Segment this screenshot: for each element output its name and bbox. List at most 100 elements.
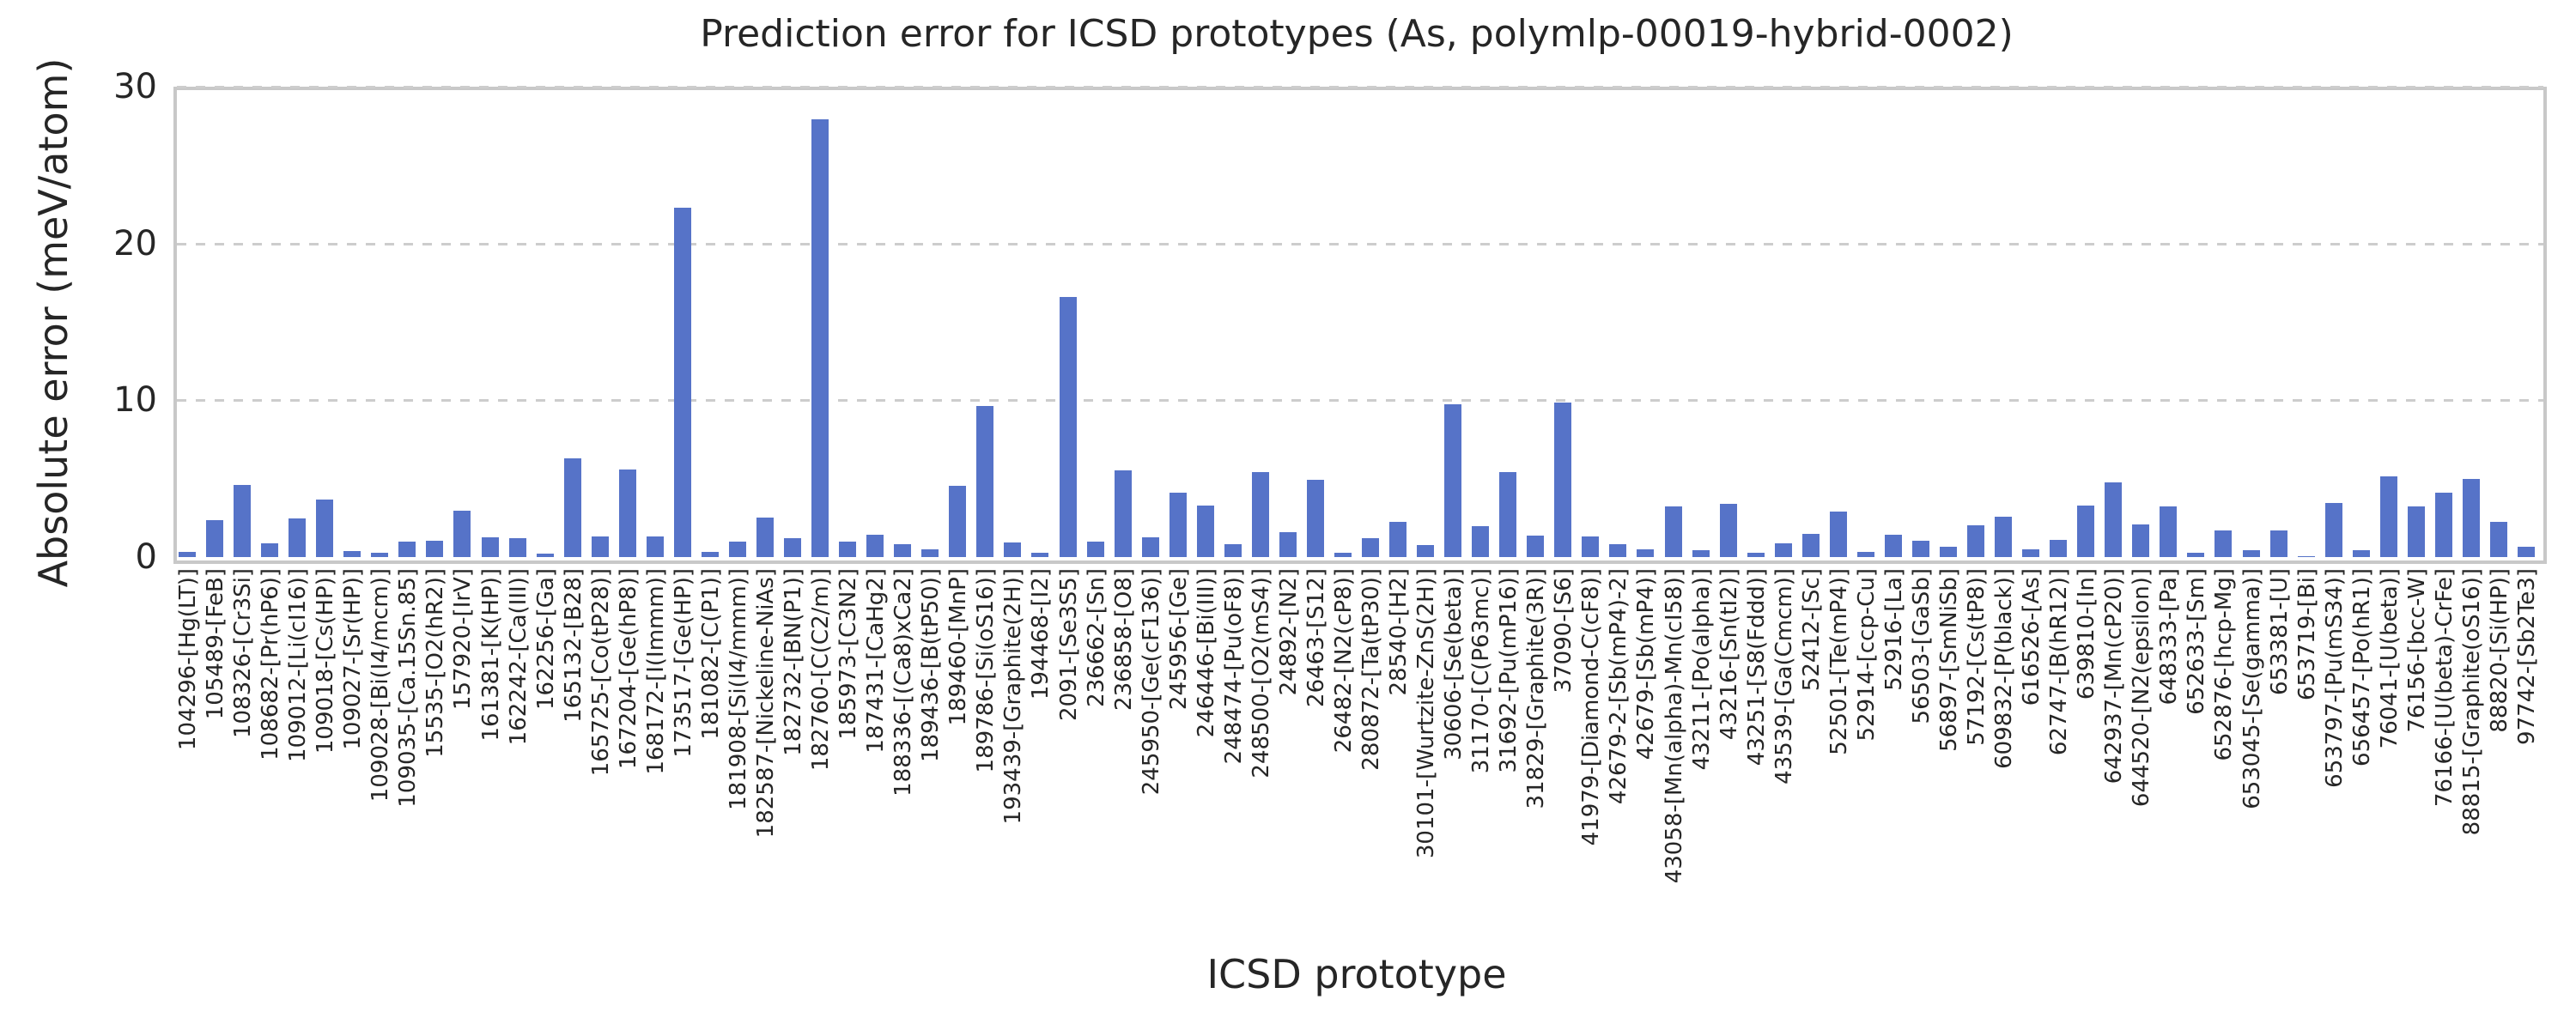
bar <box>206 520 223 557</box>
y-tick-label: 0 <box>135 537 157 577</box>
x-tick-label: 616526-[As] <box>2019 568 2044 706</box>
bar <box>2050 540 2067 557</box>
bar <box>1197 506 1214 557</box>
bar <box>1857 552 1874 557</box>
x-tick-label: 609832-[P(black)] <box>1991 568 2017 769</box>
x-tick-label: 653045-[Se(gamma)] <box>2239 568 2265 809</box>
plot-area <box>173 87 2547 564</box>
bar <box>2132 524 2149 557</box>
bar <box>2325 503 2342 557</box>
x-tick-label: 182760-[C(C2/m)] <box>808 568 834 772</box>
x-tick-label: 43211-[Po(alpha)] <box>1689 568 1715 771</box>
bar <box>2022 549 2039 557</box>
bar <box>1940 547 1957 557</box>
x-tick-label: 43251-[S8(Fddd)] <box>1744 568 1770 766</box>
bar <box>2380 476 2397 557</box>
x-tick-label: 157920-[IrV] <box>450 568 476 711</box>
bar <box>839 542 856 557</box>
bar <box>1912 541 1929 557</box>
x-tick-label: 97742-[Sb2Te3] <box>2514 568 2540 745</box>
x-tick-label: 31829-[Graphite(3R)] <box>1523 568 1549 809</box>
bar <box>976 406 993 557</box>
bar <box>1115 470 1132 557</box>
x-tick-label: 109028-[Bi(I4/mcm)] <box>368 568 393 803</box>
bar <box>234 485 251 557</box>
x-tick-label: 653797-[Pu(mS34)] <box>2322 568 2348 788</box>
bar <box>1499 472 1516 557</box>
bar <box>674 208 691 557</box>
x-tick-label: 189460-[MnP] <box>945 568 971 726</box>
x-tick-label: 30101-[Wurtzite-ZnS(2H)] <box>1413 568 1439 859</box>
bar <box>2408 506 2425 557</box>
bar <box>2463 479 2480 557</box>
x-tick-label: 30606-[Se(beta)] <box>1441 568 1467 760</box>
x-tick-label: 42679-2-[Sb(mP4)-2] <box>1606 568 1631 805</box>
bar <box>1224 544 1242 557</box>
x-tick-label: 189436-[B(tP50)] <box>918 568 944 763</box>
x-tick-label: 52501-[Te(mP4)] <box>1826 568 1852 755</box>
bar <box>2243 550 2260 557</box>
bar <box>811 119 829 557</box>
x-tick-label: 109012-[Li(cI16)] <box>285 568 311 762</box>
x-tick-label: 653719-[Bi] <box>2294 568 2320 700</box>
x-tick-label: 182732-[BN(P1)] <box>781 568 806 756</box>
x-tick-label: 15535-[O2(hR2)] <box>422 568 448 758</box>
bar <box>482 537 499 557</box>
x-tick-label: 109027-[Sr(HP)] <box>340 568 366 750</box>
x-tick-label: 24892-[N2] <box>1276 568 1302 696</box>
bar <box>1417 545 1434 557</box>
x-tick-label: 162242-[Ca(III)] <box>506 568 532 746</box>
bar <box>1775 543 1792 557</box>
x-tick-label: 162256-[Ga] <box>533 568 559 711</box>
x-tick-label: 43216-[Sn(tI2)] <box>1716 568 1742 741</box>
y-tick-label: 30 <box>113 67 157 106</box>
bar <box>1307 480 1324 557</box>
gridline-y-20 <box>177 242 2543 245</box>
bar <box>564 458 581 557</box>
bar <box>1170 493 1187 557</box>
bar <box>2215 530 2232 557</box>
bar <box>1885 535 1902 557</box>
bar <box>2270 530 2287 557</box>
x-tick-label: 652876-[hcp-Mg] <box>2211 568 2237 761</box>
bar <box>1279 532 1297 557</box>
bar <box>1665 506 1682 557</box>
x-tick-label: 41979-[Diamond-C(cF8)] <box>1578 568 1604 846</box>
bar <box>1637 549 1654 557</box>
bar <box>1554 403 1571 557</box>
bar <box>1802 534 1820 557</box>
x-tick-label: 236662-[Sn] <box>1084 568 1109 707</box>
bar <box>1967 525 1984 557</box>
bar <box>1060 297 1077 557</box>
bar <box>1747 553 1765 557</box>
bar <box>921 549 939 557</box>
bar <box>2077 506 2094 557</box>
x-tick-label: 31170-[C(P63mc)] <box>1468 568 1494 774</box>
x-tick-label: 245950-[Ge(cF136)] <box>1139 568 1164 796</box>
x-tick-label: 280872-[Ta(tP30)] <box>1358 568 1384 771</box>
x-tick-label: 248500-[O2(mS4)] <box>1249 568 1274 779</box>
x-tick-label: 104296-[Hg(LT)] <box>175 568 201 751</box>
x-tick-label: 76156-[bcc-W] <box>2404 568 2430 733</box>
bar <box>1472 526 1489 557</box>
bar <box>2160 506 2177 557</box>
y-tick-label: 10 <box>113 380 157 421</box>
bar <box>894 544 911 557</box>
bar <box>453 511 471 557</box>
x-tick-label: 43539-[Ga(Cmcm)] <box>1771 568 1797 785</box>
x-tick-label: 108682-[Pr(hP6)] <box>258 568 283 760</box>
x-axis-label: ICSD prototype <box>1206 951 1507 997</box>
bar <box>1389 522 1406 557</box>
x-tick-label: 193439-[Graphite(2H)] <box>1000 568 1026 825</box>
x-tick-label: 56503-[GaSb] <box>1909 568 1935 724</box>
x-tick-label: 52916-[La] <box>1881 568 1907 691</box>
bar <box>1004 542 1021 557</box>
bar <box>509 538 526 557</box>
x-tick-label: 168172-[I(Immm)] <box>643 568 669 775</box>
x-tick-label: 26463-[S12] <box>1303 568 1329 707</box>
x-tick-label: 37090-[S6] <box>1551 568 1577 694</box>
bar <box>2298 556 2315 557</box>
x-tick-label: 161381-[K(HP)] <box>478 568 504 742</box>
bar <box>1142 537 1159 557</box>
